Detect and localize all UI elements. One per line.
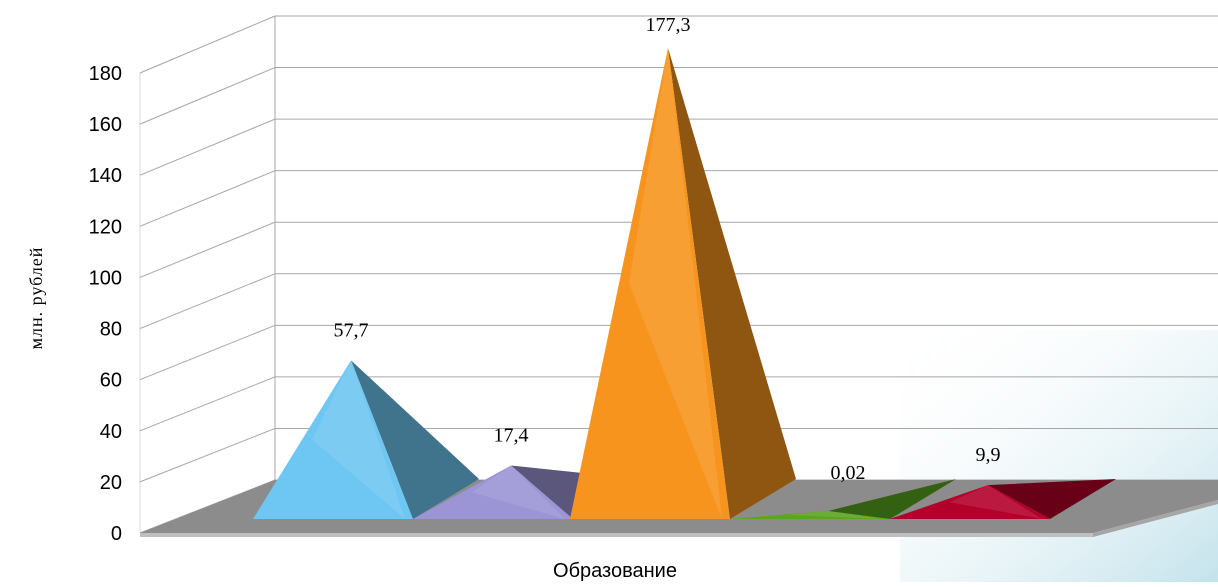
gridline-side <box>139 376 276 432</box>
pyramid-side-face <box>828 479 956 519</box>
gridline-side <box>139 221 276 278</box>
gridline-side <box>139 273 276 330</box>
pyramids <box>253 48 1116 519</box>
pyramid-highlight <box>789 510 882 519</box>
data-label: 0,02 <box>831 462 866 484</box>
pyramid-highlight <box>629 48 722 519</box>
gridline-side <box>139 67 276 125</box>
x-category-label: Образование <box>553 560 677 582</box>
pyramid-side-face <box>351 360 479 519</box>
pyramid-side-face <box>988 479 1116 519</box>
y-tick-label: 40 <box>100 421 122 443</box>
floor-right-edge <box>1093 500 1218 537</box>
gridline-side <box>139 15 276 74</box>
pyramid-highlight <box>949 485 1042 519</box>
data-label: 17,4 <box>494 425 529 447</box>
pyramid-4 <box>890 479 1116 519</box>
data-label: 177,3 <box>646 14 691 36</box>
y-tick-label: 20 <box>100 472 122 494</box>
y-tick-label: 160 <box>89 114 122 136</box>
pyramid-side-face <box>668 48 796 519</box>
y-tick-label: 100 <box>89 267 122 289</box>
floor-front-edge <box>140 533 1093 537</box>
gridline-side <box>139 170 276 227</box>
y-axis-label: млн. рублей <box>26 247 46 350</box>
gridline-side <box>139 118 276 176</box>
y-tick-label: 120 <box>89 216 122 238</box>
pyramid-3 <box>730 479 956 519</box>
y-tick-label: 60 <box>100 370 122 392</box>
data-label: 57,7 <box>334 319 369 341</box>
y-tick-label: 140 <box>89 165 122 187</box>
y-tick-label: 0 <box>111 523 122 545</box>
data-labels: 57,7 17,4 177,3 0,02 9,9 <box>334 14 1001 484</box>
pyramid-highlight <box>472 465 565 519</box>
pyramid-highlight <box>312 360 405 519</box>
y-tick-label: 80 <box>100 319 122 341</box>
gridline-side <box>139 324 276 381</box>
y-tick-label: 180 <box>89 63 122 85</box>
gridline-side <box>139 427 276 483</box>
data-label: 9,9 <box>976 444 1001 466</box>
pyramid-0 <box>253 360 479 519</box>
pyramid-2 <box>570 48 796 519</box>
background-glow <box>900 330 1218 582</box>
y-axis-ticks: 0 20 40 60 80 100 120 140 160 180 <box>89 63 122 545</box>
